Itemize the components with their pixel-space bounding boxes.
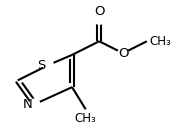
Text: O: O bbox=[94, 4, 105, 18]
Text: S: S bbox=[37, 59, 46, 72]
Text: CH₃: CH₃ bbox=[75, 112, 96, 125]
Text: O: O bbox=[118, 47, 128, 60]
Circle shape bbox=[43, 60, 53, 70]
Circle shape bbox=[30, 99, 40, 109]
Text: CH₃: CH₃ bbox=[149, 35, 171, 48]
Text: N: N bbox=[22, 98, 32, 111]
Circle shape bbox=[94, 14, 104, 24]
Circle shape bbox=[118, 48, 128, 58]
